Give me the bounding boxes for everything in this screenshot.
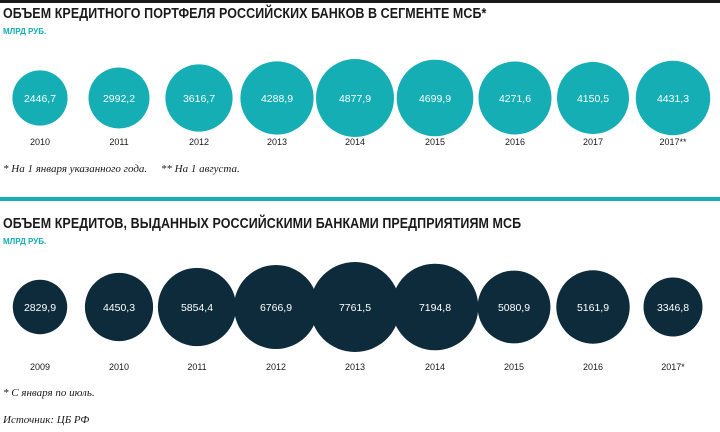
bubble-2015 <box>477 270 551 344</box>
year-label: 2014 <box>425 362 445 372</box>
bubble-value-label: 3616,7 <box>183 93 215 105</box>
bubble-value-label: 4450,3 <box>103 302 135 314</box>
bubble-value-label: 4431,3 <box>657 93 689 105</box>
year-label: 2012 <box>266 362 286 372</box>
chart-1-bubbles: 2446,7 2010 2992,2 2011 3616,7 2012 4288,9 2013… <box>12 59 711 147</box>
year-label: 2016 <box>505 137 525 147</box>
chart-1-footnote: * На 1 января указанного года. ** На 1 а… <box>3 163 240 175</box>
year-label: 2017* <box>661 362 685 372</box>
bubble-2010 <box>12 70 68 126</box>
year-label: 2012 <box>189 137 209 147</box>
bubble-value-label: 4150,5 <box>577 93 609 105</box>
year-label: 2011 <box>187 362 206 372</box>
year-label: 2016 <box>583 362 603 372</box>
bubble-2012 <box>234 265 318 349</box>
year-label: 2011 <box>109 137 128 147</box>
year-label: 2013 <box>267 137 287 147</box>
bubble-value-label: 4288,9 <box>261 93 293 105</box>
bubble-2017 <box>557 62 629 134</box>
year-label: 2017** <box>659 137 687 147</box>
year-label: 2010 <box>109 362 129 372</box>
bubble-2016 <box>556 270 630 344</box>
chart-1-title: ОБЪЕМ КРЕДИТНОГО ПОРТФЕЛЯ РОССИЙСКИХ БАН… <box>3 6 487 22</box>
bubble-value-label: 5080,9 <box>498 302 530 314</box>
bubble-2013 <box>240 61 314 135</box>
bubble-2017 <box>635 60 711 136</box>
bubble-value-label: 2446,7 <box>24 93 56 105</box>
year-label: 2014 <box>345 137 365 147</box>
bubble-2014 <box>391 263 479 351</box>
chart-1-unit: МЛРД РУБ. <box>3 27 47 36</box>
bubble-value-label: 6766,9 <box>260 302 292 314</box>
bubble-value-label: 5854,4 <box>181 302 213 314</box>
source-note: Источник: ЦБ РФ <box>3 414 90 426</box>
bubble-2015 <box>396 59 474 137</box>
year-label: 2015 <box>425 137 445 147</box>
year-label: 2015 <box>504 362 524 372</box>
bubble-2011 <box>88 67 150 129</box>
bubble-value-label: 4877,9 <box>339 93 371 105</box>
bubble-value-label: 3346,8 <box>657 302 689 314</box>
bubble-value-label: 4699,9 <box>419 93 451 105</box>
bubble-2013 <box>310 262 400 352</box>
bubble-value-label: 7761,5 <box>339 302 371 314</box>
year-label: 2009 <box>30 362 50 372</box>
bubble-value-label: 2829,9 <box>24 302 56 314</box>
bubble-2011 <box>157 267 237 347</box>
chart-2-bubbles: 2829,9 2009 4450,3 2010 5854,4 2011 6766,9 2012… <box>12 262 703 372</box>
bubble-value-label: 4271,6 <box>499 93 531 105</box>
bubble-value-label: 2992,2 <box>103 93 135 105</box>
bubble-2017 <box>643 277 703 337</box>
bubble-2012 <box>165 64 233 132</box>
bubble-2009 <box>12 279 68 335</box>
year-label: 2017 <box>583 137 603 147</box>
chart-2-unit: МЛРД РУБ. <box>3 237 47 246</box>
chart-2-footnote: * С января по июль. <box>3 387 95 399</box>
bubble-2016 <box>478 61 552 135</box>
bubble-2010 <box>84 272 154 342</box>
bubble-value-label: 5161,9 <box>577 302 609 314</box>
section-divider <box>0 197 720 201</box>
bubble-value-label: 7194,8 <box>419 302 451 314</box>
top-rule <box>0 0 720 3</box>
chart-2-title: ОБЪЕМ КРЕДИТОВ, ВЫДАННЫХ РОССИЙСКИМИ БАН… <box>3 216 522 232</box>
bubble-2014 <box>316 59 394 137</box>
year-label: 2010 <box>30 137 50 147</box>
year-label: 2013 <box>345 362 365 372</box>
